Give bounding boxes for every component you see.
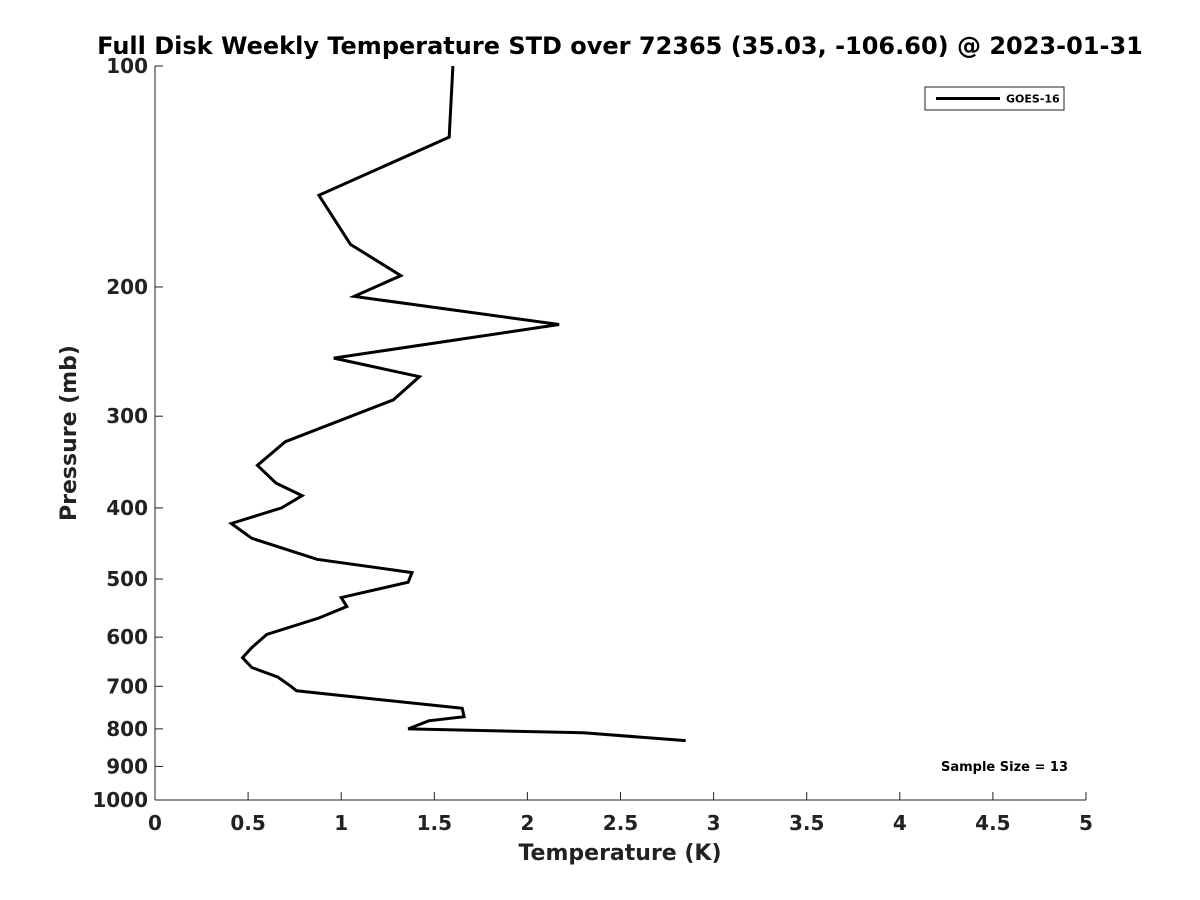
y-tick-label: 900	[106, 754, 148, 778]
x-tick-label: 0	[148, 811, 162, 835]
x-tick-label: 2.5	[603, 811, 638, 835]
y-tick-label: 1000	[92, 788, 148, 812]
x-tick-label: 3.5	[789, 811, 824, 835]
legend-label-goes16: GOES-16	[1006, 93, 1060, 106]
y-axis-label: Pressure (mb)	[57, 345, 82, 521]
x-tick-label: 1	[334, 811, 348, 835]
y-tick-label: 400	[106, 496, 148, 520]
x-tick-label: 2	[520, 811, 534, 835]
x-ticks: 0 0.5 1 1.5 2 2.5 3 3.5 4 4.5 5	[148, 792, 1093, 835]
y-tick-label: 200	[106, 275, 148, 299]
y-tick-label: 300	[106, 404, 148, 428]
series-line-goes16	[227, 65, 686, 743]
x-tick-label: 5	[1079, 811, 1093, 835]
x-tick-label: 4.5	[975, 811, 1010, 835]
y-tick-label: 800	[106, 717, 148, 741]
x-tick-label: 3	[707, 811, 721, 835]
plot-area	[227, 65, 686, 743]
sample-size-annotation: Sample Size = 13	[941, 760, 1068, 775]
x-tick-label: 1.5	[417, 811, 452, 835]
x-axis-label: Temperature (K)	[518, 841, 721, 866]
y-tick-label: 700	[106, 674, 148, 698]
legend: GOES-16	[924, 86, 1065, 111]
y-tick-label: 500	[106, 567, 148, 591]
y-tick-label: 600	[106, 625, 148, 649]
x-tick-label: 4	[893, 811, 907, 835]
chart-title: Full Disk Weekly Temperature STD over 72…	[97, 32, 1143, 60]
x-tick-label: 0.5	[230, 811, 265, 835]
y-tick-label: 100	[106, 54, 148, 78]
y-ticks: 100 200 300 400 500 600 700 800 900 1000	[92, 54, 163, 812]
